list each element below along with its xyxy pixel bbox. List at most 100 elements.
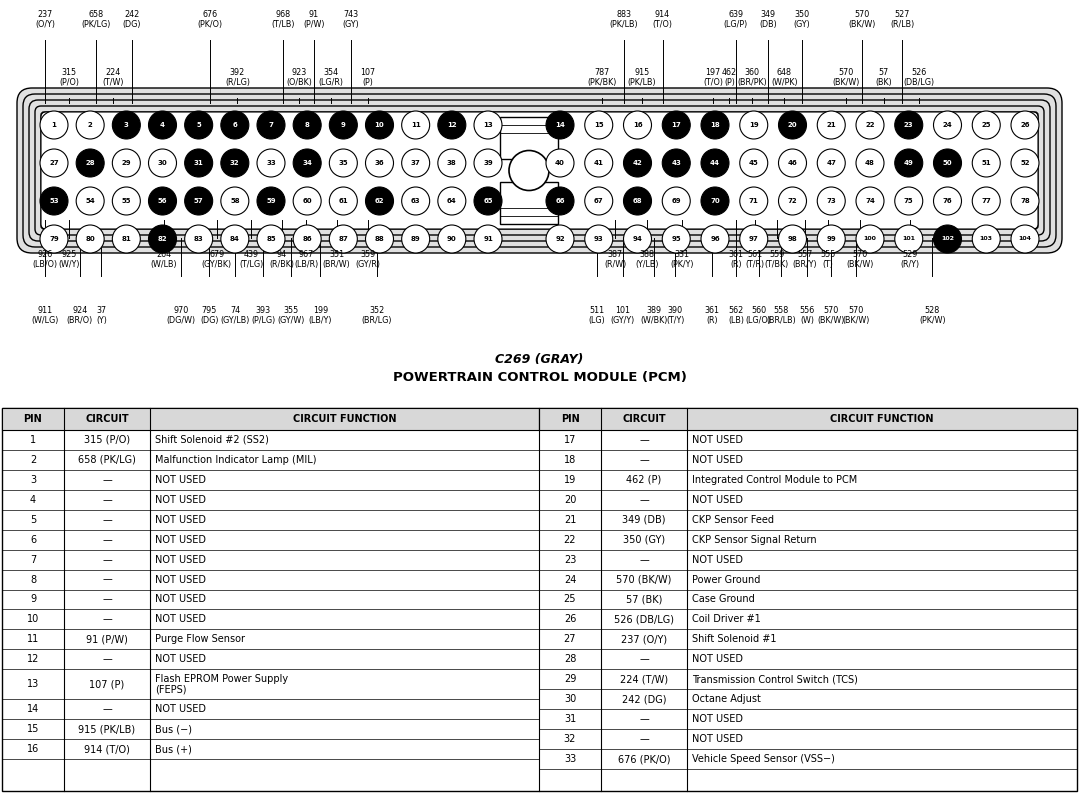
FancyBboxPatch shape [41, 112, 1038, 229]
Text: 84: 84 [230, 236, 240, 242]
Text: 199
(LB/Y): 199 (LB/Y) [309, 306, 332, 325]
Text: 100: 100 [863, 236, 876, 242]
Circle shape [624, 187, 652, 215]
Text: 103: 103 [980, 236, 993, 242]
Text: 28: 28 [564, 654, 576, 665]
Text: NOT USED: NOT USED [155, 475, 206, 485]
Text: 21: 21 [564, 515, 576, 525]
Text: —: — [639, 435, 648, 445]
Circle shape [149, 187, 177, 215]
Text: 511
(LG): 511 (LG) [588, 306, 605, 325]
Circle shape [972, 225, 1000, 253]
Text: 17: 17 [671, 122, 681, 128]
Text: 91
(P/W): 91 (P/W) [303, 10, 325, 29]
Circle shape [546, 111, 574, 139]
Circle shape [112, 111, 140, 139]
Text: 94: 94 [632, 236, 642, 242]
Text: 85: 85 [267, 236, 276, 242]
Circle shape [701, 187, 729, 215]
Text: 968
(T/LB): 968 (T/LB) [271, 10, 295, 29]
Text: CIRCUIT: CIRCUIT [85, 414, 128, 424]
Circle shape [585, 149, 613, 177]
Text: NOT USED: NOT USED [155, 704, 206, 714]
Circle shape [1011, 149, 1039, 177]
Circle shape [221, 187, 249, 215]
Text: 390
(T/Y): 390 (T/Y) [666, 306, 685, 325]
Text: Vehicle Speed Sensor (VSS−): Vehicle Speed Sensor (VSS−) [692, 754, 835, 764]
Circle shape [585, 111, 613, 139]
Text: 526 (DB/LG): 526 (DB/LG) [614, 615, 674, 624]
Text: 12: 12 [447, 122, 456, 128]
Text: NOT USED: NOT USED [155, 575, 206, 584]
Text: 237 (O/Y): 237 (O/Y) [620, 634, 667, 645]
Text: 349 (DB): 349 (DB) [623, 515, 666, 525]
Circle shape [112, 149, 140, 177]
Text: 23: 23 [904, 122, 914, 128]
Text: 47: 47 [827, 160, 836, 166]
Circle shape [856, 111, 884, 139]
Text: 23: 23 [564, 554, 576, 565]
Circle shape [40, 225, 68, 253]
Text: 51: 51 [982, 160, 992, 166]
Circle shape [624, 149, 652, 177]
Circle shape [149, 149, 177, 177]
Circle shape [663, 187, 691, 215]
Text: 561
(T/R): 561 (T/R) [746, 250, 765, 270]
Text: 102: 102 [941, 236, 954, 242]
Circle shape [221, 111, 249, 139]
Text: 76: 76 [943, 198, 953, 204]
Circle shape [933, 187, 961, 215]
Text: NOT USED: NOT USED [692, 654, 743, 665]
Text: CIRCUIT FUNCTION: CIRCUIT FUNCTION [292, 414, 396, 424]
Text: 389
(W/BK): 389 (W/BK) [640, 306, 668, 325]
Text: 527
(R/LB): 527 (R/LB) [890, 10, 914, 29]
Text: Bus (+): Bus (+) [155, 744, 192, 754]
Circle shape [221, 149, 249, 177]
Circle shape [546, 149, 574, 177]
Text: 5: 5 [196, 122, 201, 128]
Text: 17: 17 [564, 435, 576, 445]
Text: 98: 98 [788, 236, 797, 242]
Circle shape [624, 225, 652, 253]
Text: 331
(PK/Y): 331 (PK/Y) [670, 250, 694, 270]
FancyBboxPatch shape [17, 88, 1062, 253]
Text: (FEPS): (FEPS) [155, 685, 187, 695]
Text: 22: 22 [865, 122, 875, 128]
Text: —: — [103, 615, 112, 624]
Text: 570 (BK/W): 570 (BK/W) [616, 575, 672, 584]
Text: 78: 78 [1020, 198, 1029, 204]
Text: 352
(BR/LG): 352 (BR/LG) [361, 306, 392, 325]
Circle shape [329, 187, 357, 215]
Text: 557
(BR/Y): 557 (BR/Y) [793, 250, 817, 270]
Text: 387
(R/W): 387 (R/W) [604, 250, 626, 270]
Text: 82: 82 [158, 236, 167, 242]
Text: 558
(BR/LB): 558 (BR/LB) [766, 306, 796, 325]
Circle shape [221, 225, 249, 253]
Text: 86: 86 [302, 236, 312, 242]
Text: 925
(W/Y): 925 (W/Y) [58, 250, 80, 270]
Text: 20: 20 [788, 122, 797, 128]
Text: 66: 66 [556, 198, 564, 204]
Text: 32: 32 [564, 734, 576, 744]
Text: 44: 44 [710, 160, 720, 166]
Text: 30: 30 [158, 160, 167, 166]
Text: 107 (P): 107 (P) [90, 680, 125, 689]
Text: 12: 12 [27, 654, 39, 665]
Text: 13: 13 [27, 680, 39, 689]
Text: 7: 7 [30, 554, 36, 565]
Text: Integrated Control Module to PCM: Integrated Control Module to PCM [692, 475, 857, 485]
Text: 14: 14 [27, 704, 39, 714]
Text: Shift Solenoid #2 (SS2): Shift Solenoid #2 (SS2) [155, 435, 269, 445]
Text: —: — [103, 654, 112, 665]
Text: NOT USED: NOT USED [155, 495, 206, 505]
Text: 26: 26 [1021, 122, 1029, 128]
Circle shape [701, 111, 729, 139]
Text: 95: 95 [671, 236, 681, 242]
Circle shape [293, 111, 322, 139]
Text: 27: 27 [563, 634, 576, 645]
Text: Octane Adjust: Octane Adjust [692, 694, 761, 704]
Text: 57 (BK): 57 (BK) [626, 595, 663, 604]
Circle shape [401, 187, 429, 215]
Text: 107
(P): 107 (P) [360, 68, 375, 87]
Text: 11: 11 [27, 634, 39, 645]
